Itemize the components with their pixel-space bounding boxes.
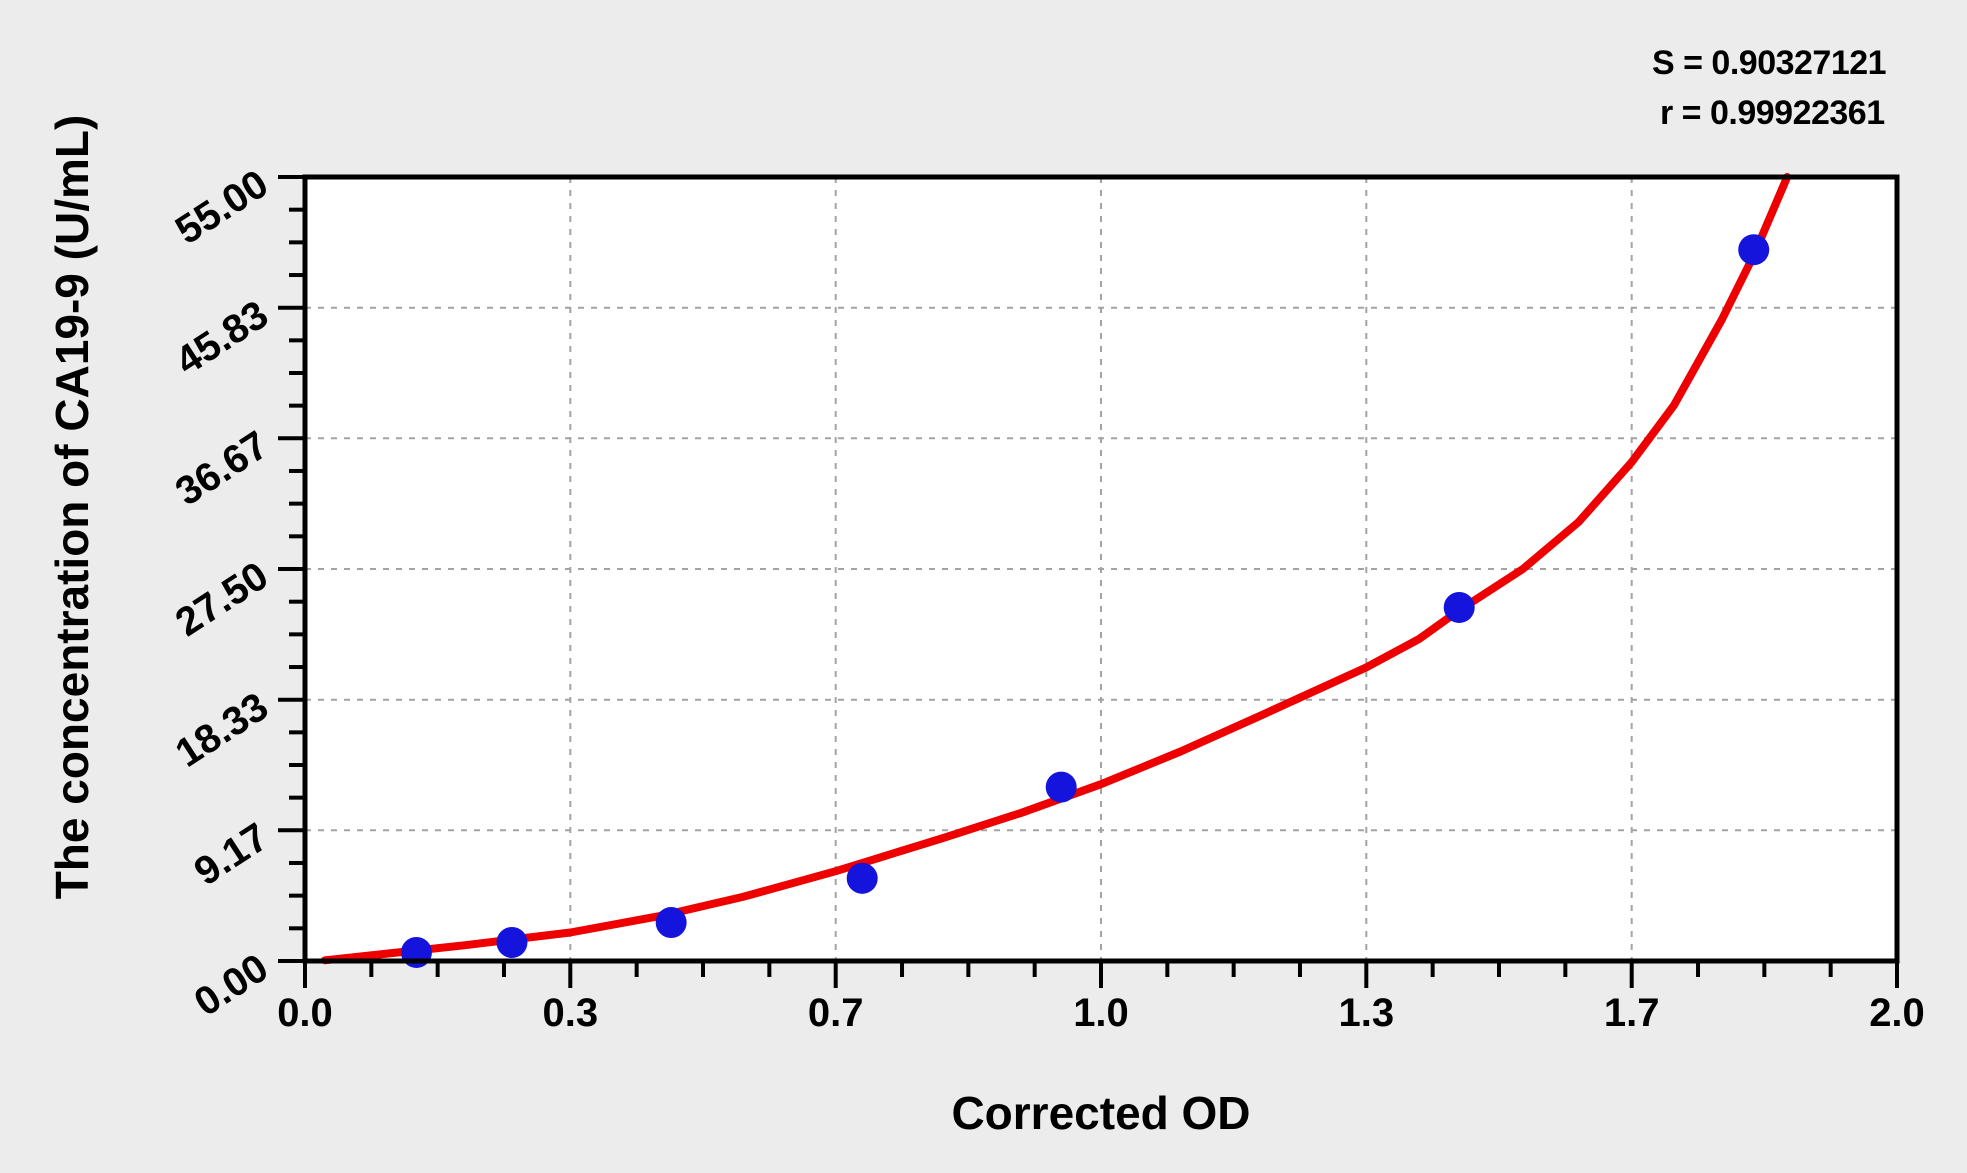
x-tick-label: 0.3 xyxy=(543,991,599,1035)
y-tick-labels: 0.00 9.17 18.33 27.50 36.67 45.83 55.00 xyxy=(168,162,276,1025)
x-tick-label: 0.0 xyxy=(277,991,333,1035)
x-tick-label: 1.0 xyxy=(1073,991,1129,1035)
y-tick-label: 27.50 xyxy=(168,554,276,645)
y-tick-label: 45.83 xyxy=(168,292,276,383)
fit-stat-standard-error: S = 0.90327121 xyxy=(1652,44,1887,82)
x-tick-label: 2.0 xyxy=(1869,991,1925,1035)
y-tick-label: 18.33 xyxy=(168,684,276,775)
data-point xyxy=(1443,591,1475,623)
x-tick-label: 1.3 xyxy=(1339,991,1395,1035)
data-point xyxy=(1738,234,1770,266)
data-point xyxy=(496,926,528,958)
data-point xyxy=(655,907,687,939)
gridlines xyxy=(305,177,1897,961)
plot-frame xyxy=(302,174,1900,964)
x-tick-labels: 0.0 0.3 0.7 1.0 1.3 1.7 2.0 xyxy=(277,991,1925,1035)
y-tick-label: 55.00 xyxy=(168,162,276,253)
x-axis-title: Corrected OD xyxy=(951,1087,1251,1139)
fit-curve xyxy=(320,173,1792,965)
x-tick-label: 1.7 xyxy=(1604,991,1660,1035)
data-point xyxy=(846,862,878,894)
y-tick-label: 36.67 xyxy=(168,423,276,514)
fit-stat-correlation: r = 0.99922361 xyxy=(1660,94,1885,132)
data-point xyxy=(1045,771,1077,803)
axis-ticks xyxy=(278,175,1899,988)
y-tick-label: 9.17 xyxy=(187,815,276,894)
x-tick-label: 0.7 xyxy=(808,991,864,1035)
y-tick-label: 0.00 xyxy=(187,946,276,1025)
